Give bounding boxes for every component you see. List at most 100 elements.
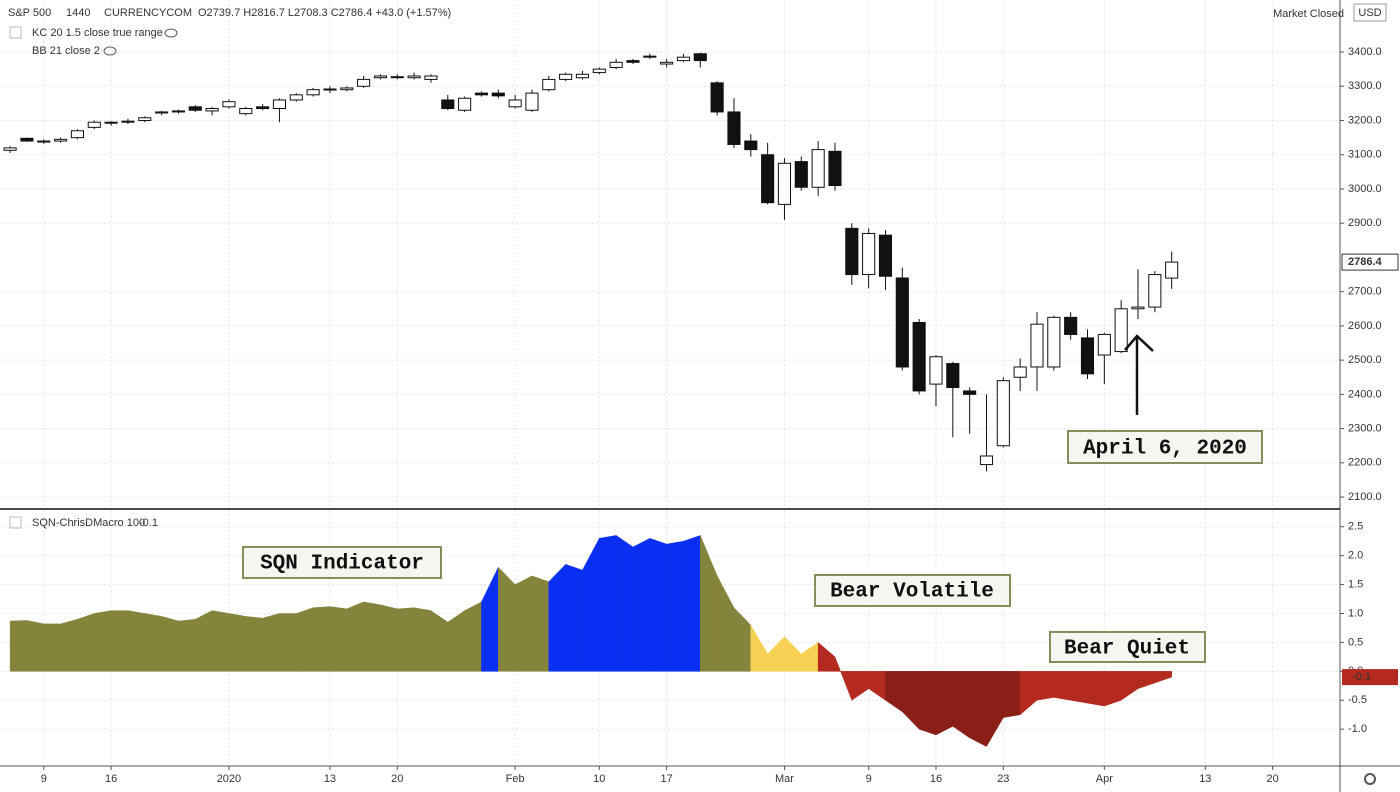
area-segment — [918, 671, 937, 736]
y-tick-label: -1.0 — [1348, 723, 1367, 735]
candle-body — [323, 88, 337, 91]
y-tick-label: 2600.0 — [1348, 320, 1382, 332]
candle-body — [609, 61, 623, 68]
indicator-label: BB 21 close 2 — [32, 45, 100, 57]
area-segment — [1036, 671, 1055, 701]
annotation-box — [242, 546, 442, 579]
y-tick-label: 1.0 — [1348, 607, 1363, 619]
settings-icon[interactable] — [1364, 773, 1376, 785]
y-tick-label: 2100.0 — [1348, 491, 1382, 503]
currency-box[interactable] — [1353, 3, 1387, 22]
last-price-label: 2786.4 — [1348, 256, 1383, 268]
candle-body — [20, 137, 34, 142]
y-tick-label: 3200.0 — [1348, 114, 1382, 126]
candle-body — [1064, 316, 1078, 335]
x-tick-label: 20 — [1267, 773, 1279, 785]
x-tick-label: 17 — [661, 773, 673, 785]
annotation: Bear Volatile — [830, 581, 994, 604]
candle-body — [256, 106, 270, 110]
annotation-box — [1067, 430, 1263, 464]
candle-body — [390, 76, 404, 79]
y-tick-label: 3100.0 — [1348, 149, 1382, 161]
area-segment — [144, 613, 162, 672]
y-tick-label: 2300.0 — [1348, 423, 1382, 435]
candle-body — [929, 356, 943, 385]
hidden-icon[interactable] — [103, 46, 117, 56]
x-tick-label: 9 — [866, 773, 872, 785]
area-segment — [464, 601, 482, 672]
x-tick-label: 20 — [391, 773, 403, 785]
area-segment — [649, 537, 667, 672]
area-segment — [413, 607, 432, 672]
area-segment — [531, 575, 550, 672]
area-segment — [296, 607, 314, 672]
area-segment — [1053, 671, 1071, 701]
candle-body — [592, 68, 606, 74]
last-value-box — [1342, 669, 1398, 686]
y-tick-label: -0.5 — [1348, 694, 1367, 706]
x-tick-label: 2020 — [217, 773, 241, 785]
interval: 1440 — [66, 7, 90, 19]
candle-body — [845, 227, 859, 276]
area-segment — [952, 671, 970, 739]
area-segment — [245, 616, 263, 672]
area-segment — [666, 540, 684, 672]
market-status: Market Closed — [1273, 8, 1344, 20]
candle-body — [626, 60, 640, 63]
area-segment — [262, 613, 280, 672]
candle-body — [458, 97, 472, 111]
area-segment — [60, 618, 78, 672]
collapse-icon[interactable] — [9, 26, 22, 39]
candle-body — [777, 162, 792, 205]
candle-body — [121, 120, 135, 123]
area-segment — [195, 610, 213, 672]
area-segment — [178, 619, 196, 672]
candle-body — [87, 121, 101, 128]
candle-body — [104, 121, 118, 124]
x-tick-label: 23 — [997, 773, 1009, 785]
candle-body — [643, 55, 657, 58]
candle-body — [727, 111, 741, 145]
x-tick-label: 9 — [41, 773, 47, 785]
area-segment — [683, 535, 701, 672]
candle-body — [676, 56, 691, 62]
candle-body — [559, 73, 573, 80]
indicator-value: -0.1 — [139, 517, 158, 529]
area-segment — [77, 613, 95, 672]
area-segment — [9, 620, 28, 672]
candle-body — [272, 99, 287, 110]
collapse-icon[interactable] — [9, 516, 22, 529]
area-segment — [211, 610, 230, 672]
candle-body — [1165, 261, 1179, 279]
area-segment — [43, 623, 61, 672]
indicator-title: SQN-ChrisDMacro 100 — [32, 517, 145, 529]
area-segment — [363, 601, 381, 672]
annotation: Bear Quiet — [1064, 638, 1190, 661]
candle-body — [1030, 323, 1044, 368]
candle-body — [138, 117, 152, 122]
symbol: S&P 500 — [8, 7, 51, 19]
candle-body — [693, 53, 707, 62]
area-segment — [397, 607, 415, 672]
area-segment — [127, 610, 146, 672]
annotation: SQN Indicator — [260, 553, 424, 576]
y-tick-label: 2500.0 — [1348, 354, 1382, 366]
area-segment — [1003, 671, 1021, 718]
x-tick-label: 16 — [105, 773, 117, 785]
candle-body — [761, 154, 775, 204]
candle-body — [828, 150, 842, 187]
x-tick-label: Apr — [1096, 773, 1113, 785]
hidden-icon[interactable] — [164, 28, 178, 38]
y-tick-label: 3400.0 — [1348, 46, 1382, 58]
area-segment — [161, 616, 179, 672]
ohlc: O2739.7 H2816.7 L2708.3 C2786.4 +43.0 (+… — [198, 7, 451, 19]
area-segment — [548, 563, 566, 672]
candle-body — [811, 149, 825, 188]
area-segment — [565, 564, 583, 672]
area-segment — [110, 610, 129, 672]
candle-body — [37, 140, 51, 143]
indicator-label: KC 20 1.5 close true range — [32, 27, 163, 39]
candle-body — [1097, 333, 1111, 356]
area-segment — [94, 610, 112, 672]
